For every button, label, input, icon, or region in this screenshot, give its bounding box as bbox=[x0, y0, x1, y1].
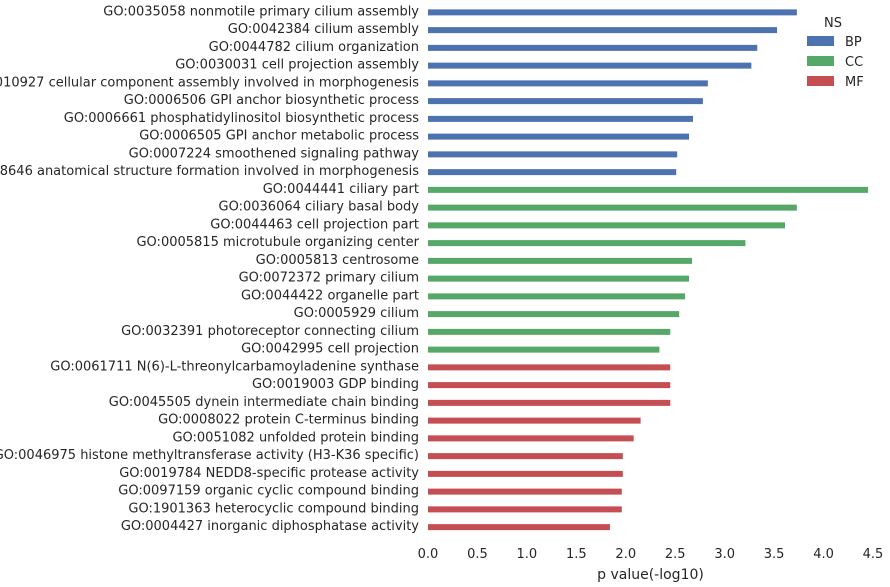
bar-mf bbox=[428, 435, 634, 442]
y-tick-label: GO:0032391 photoreceptor connecting cili… bbox=[121, 324, 419, 339]
x-tick-label: 1.5 bbox=[566, 547, 587, 562]
bar-bp bbox=[428, 151, 678, 158]
bar-bp bbox=[428, 169, 677, 176]
legend-swatch-mf bbox=[807, 76, 834, 86]
y-tick-label: GO:0006506 GPI anchor biosynthetic proce… bbox=[124, 93, 419, 108]
y-tick-label: GO:0030031 cell projection assembly bbox=[175, 58, 419, 73]
y-tick-label: GO:0097159 organic cyclic compound bindi… bbox=[118, 484, 419, 499]
y-tick-label: GO:0042995 cell projection bbox=[241, 342, 419, 357]
y-tick-label: GO:0045505 dynein intermediate chain bin… bbox=[109, 395, 419, 410]
y-tick-label: GO:0044463 cell projection part bbox=[210, 217, 419, 232]
y-tick-label: GO:0046975 histone methyltransferase act… bbox=[0, 448, 419, 463]
legend-swatch-bp bbox=[807, 36, 834, 46]
y-tick-label: GO:0019003 GDP binding bbox=[252, 377, 419, 392]
y-tick-label: GO:0004427 inorganic diphosphatase activ… bbox=[121, 519, 419, 534]
y-tick-label: GO:0010927 cellular component assembly i… bbox=[0, 75, 419, 90]
y-tick-label: GO:0061711 N(6)-L-threonylcarbamoyladeni… bbox=[50, 359, 419, 374]
bar-cc bbox=[428, 328, 671, 335]
y-axis-labels: GO:0035058 nonmotile primary cilium asse… bbox=[0, 4, 420, 534]
bar-mf bbox=[428, 399, 671, 406]
y-tick-label: GO:0005815 microtubule organizing center bbox=[136, 235, 419, 250]
x-tick-label: 0.5 bbox=[467, 547, 488, 562]
x-tick-label: 2.5 bbox=[665, 547, 686, 562]
y-tick-label: GO:0008022 protein C-terminus binding bbox=[158, 413, 419, 428]
x-tick-label: 3.5 bbox=[764, 547, 785, 562]
y-tick-label: GO:0042384 cilium assembly bbox=[228, 22, 420, 37]
bar-cc bbox=[428, 275, 690, 282]
legend-label-bp: BP bbox=[845, 35, 862, 50]
y-tick-label: GO:0044422 organelle part bbox=[241, 288, 419, 303]
legend-swatch-cc bbox=[807, 56, 834, 66]
x-tick-label: 3.0 bbox=[714, 547, 735, 562]
y-tick-label: GO:0005813 centrosome bbox=[256, 253, 419, 268]
legend-title: NS bbox=[824, 16, 842, 31]
y-tick-label: GO:0044782 cilium organization bbox=[209, 40, 419, 55]
bar-bp bbox=[428, 115, 694, 122]
bar-cc bbox=[428, 346, 660, 353]
bar-cc bbox=[428, 186, 869, 193]
bar-cc bbox=[428, 204, 797, 211]
x-axis-title: p value(-log10) bbox=[597, 567, 704, 583]
x-tick-label: 4.0 bbox=[813, 547, 834, 562]
bar-bp bbox=[428, 27, 778, 34]
x-tick-label: 2.0 bbox=[615, 547, 636, 562]
y-tick-label: GO:0007224 smoothened signaling pathway bbox=[129, 146, 420, 161]
bar-cc bbox=[428, 311, 680, 318]
y-tick-label: GO:0036064 ciliary basal body bbox=[219, 200, 420, 215]
bar-cc bbox=[428, 293, 686, 300]
bar-mf bbox=[428, 470, 623, 477]
y-tick-label: GO:0019784 NEDD8-specific protease activ… bbox=[119, 466, 419, 481]
y-tick-label: GO:1901363 heterocyclic compound binding bbox=[128, 501, 419, 516]
bar-bp bbox=[428, 9, 797, 16]
y-tick-label: GO:0006505 GPI anchor metabolic process bbox=[139, 129, 419, 144]
bar-bp bbox=[428, 133, 690, 140]
x-tick-label: 4.5 bbox=[863, 547, 884, 562]
x-axis-ticks: 0.0 0.5 1.0 1.5 2.0 2.5 3.0 3.5 4.0 4.5 bbox=[418, 547, 884, 562]
bar-bp bbox=[428, 98, 703, 105]
y-tick-label: GO:0051082 unfolded protein binding bbox=[172, 430, 419, 445]
y-tick-label: GO:0048646 anatomical structure formatio… bbox=[0, 164, 419, 179]
x-tick-label: 1.0 bbox=[517, 547, 538, 562]
y-tick-label: GO:0006661 phosphatidylinositol biosynth… bbox=[64, 111, 419, 126]
bar-mf bbox=[428, 364, 671, 371]
bar-cc bbox=[428, 222, 785, 229]
bar-mf bbox=[428, 417, 641, 424]
bars-group bbox=[428, 9, 869, 531]
bar-mf bbox=[428, 506, 622, 513]
legend-label-cc: CC bbox=[845, 55, 863, 70]
legend-label-mf: MF bbox=[845, 75, 864, 90]
bar-cc bbox=[428, 240, 746, 247]
bar-mf bbox=[428, 488, 622, 495]
bar-bp bbox=[428, 44, 758, 51]
bar-mf bbox=[428, 453, 623, 460]
y-tick-label: GO:0005929 cilium bbox=[294, 306, 419, 321]
bar-cc bbox=[428, 257, 693, 264]
x-tick-label: 0.0 bbox=[418, 547, 439, 562]
bar-mf bbox=[428, 382, 671, 389]
legend: NS BP CC MF bbox=[807, 16, 864, 90]
y-tick-label: GO:0072372 primary cilium bbox=[239, 271, 419, 286]
y-tick-label: GO:0035058 nonmotile primary cilium asse… bbox=[103, 4, 419, 19]
bar-bp bbox=[428, 80, 708, 87]
bar-mf bbox=[428, 524, 610, 531]
y-tick-label: GO:0044441 ciliary part bbox=[263, 182, 419, 197]
bar-bp bbox=[428, 62, 752, 69]
